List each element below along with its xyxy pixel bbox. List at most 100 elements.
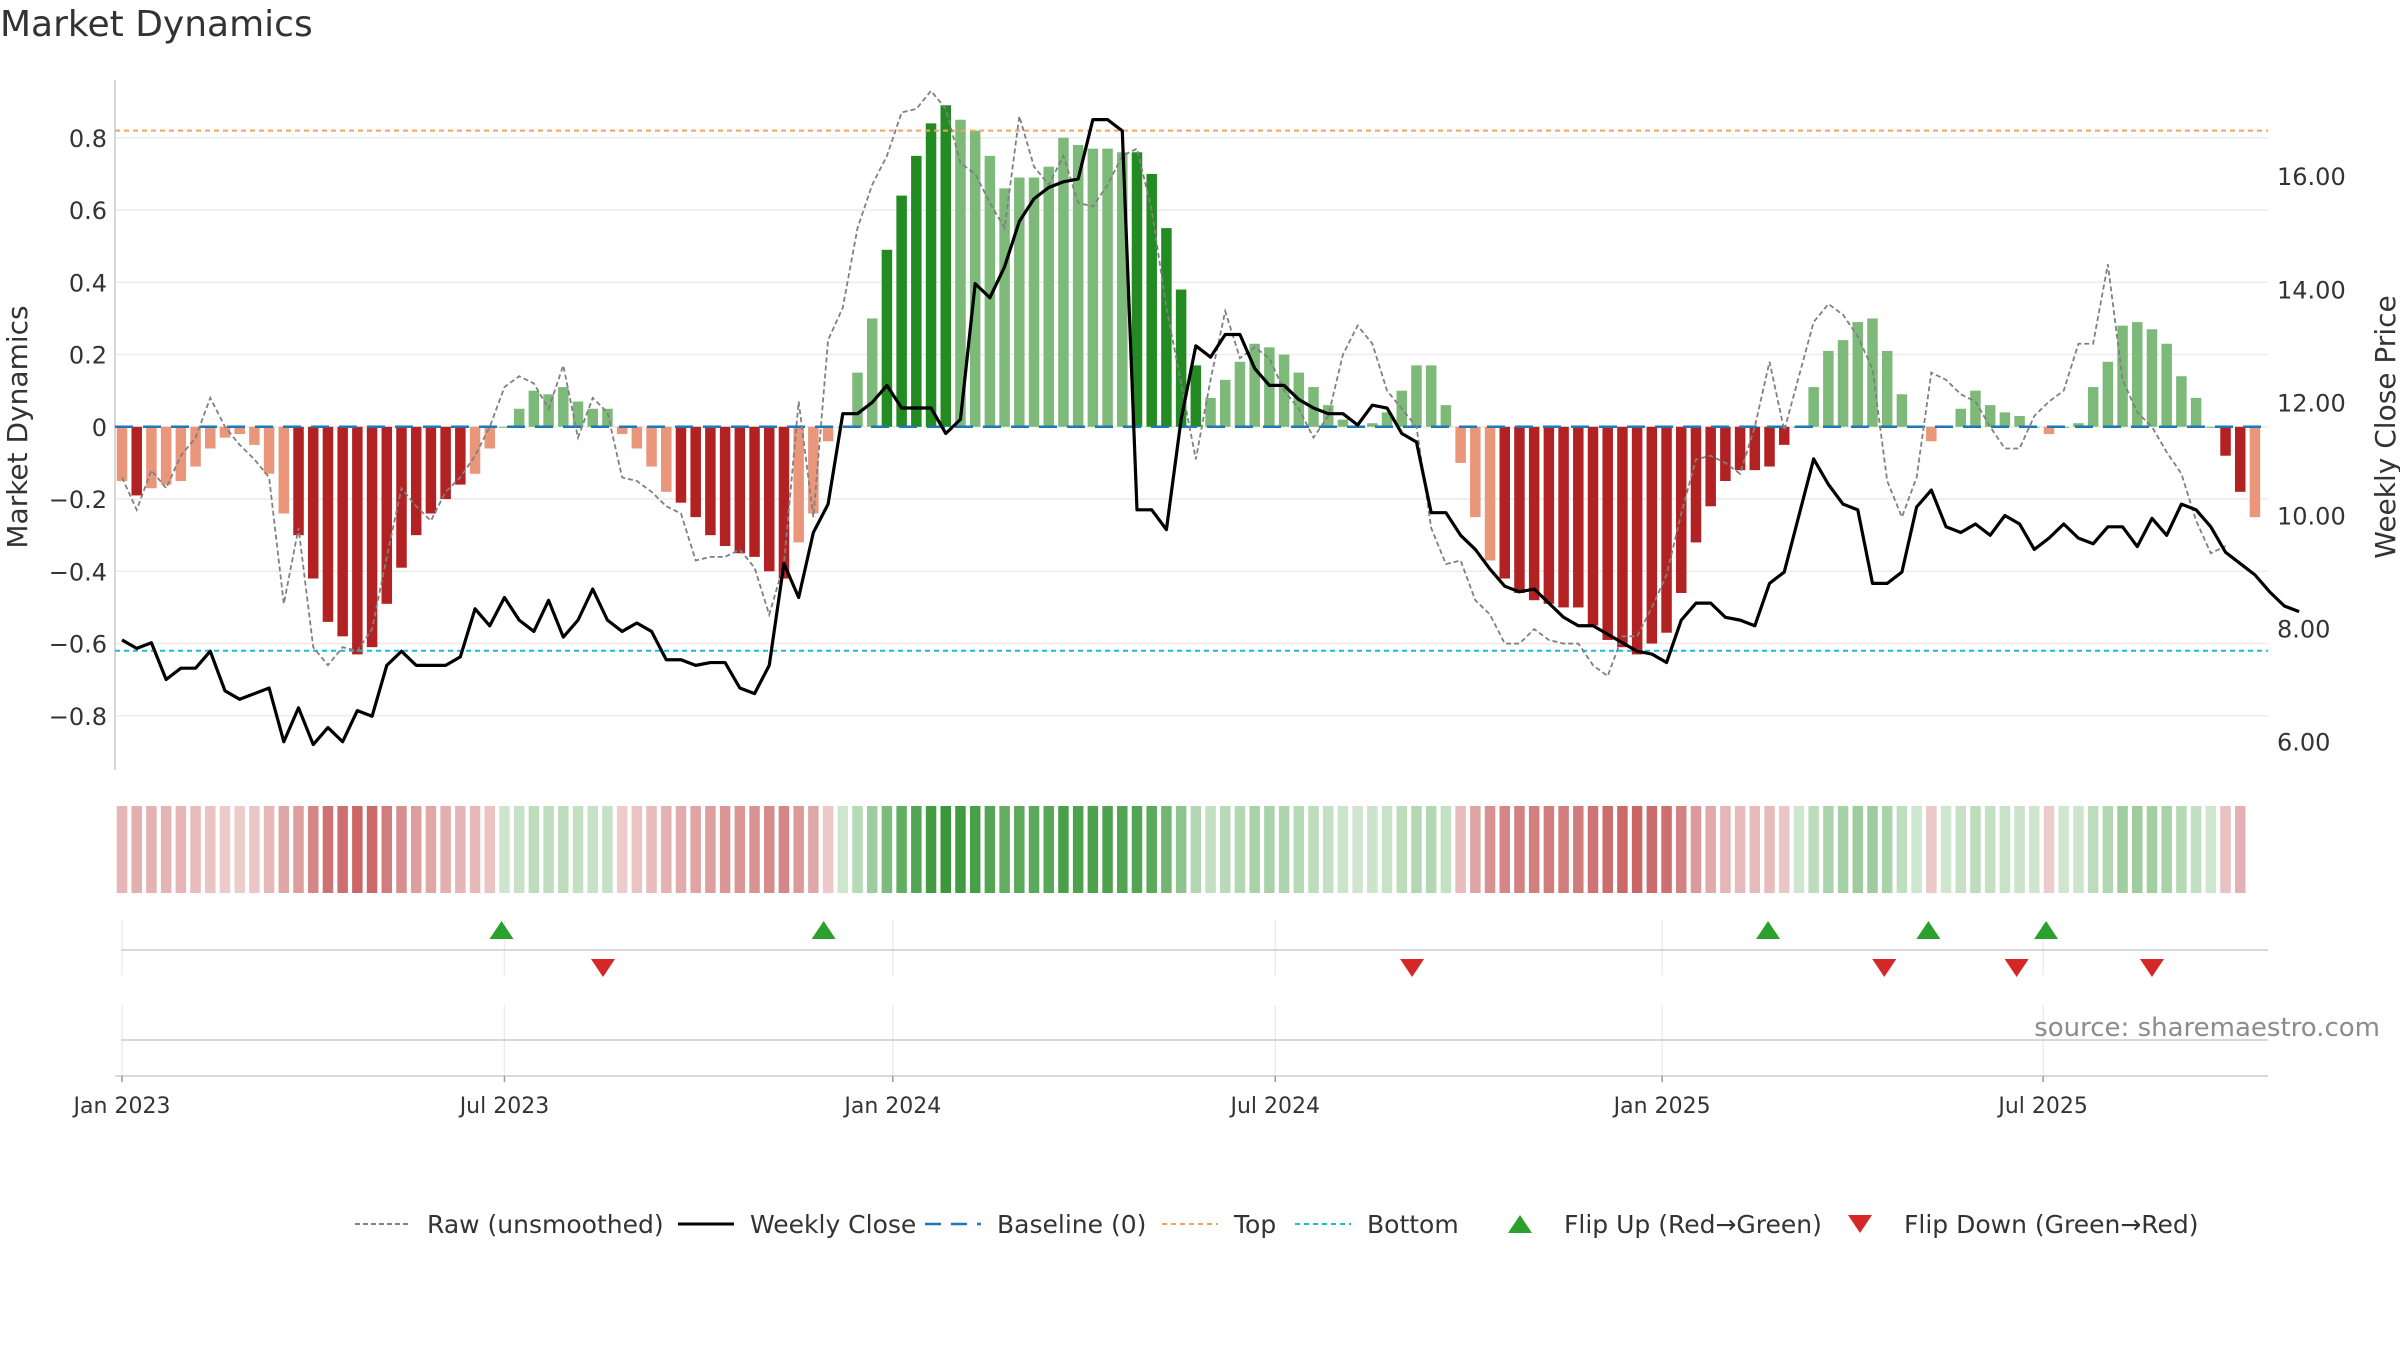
momentum-bar <box>1175 289 1187 427</box>
regime-band-cell <box>307 806 319 893</box>
regime-band-cell <box>1440 806 1452 893</box>
momentum-bar <box>1161 228 1172 427</box>
momentum-bar <box>1970 390 1981 427</box>
legend-label: Flip Down (Green→Red) <box>1904 1210 2199 1239</box>
momentum-bar <box>1440 405 1452 427</box>
regime-band-cell <box>1264 806 1275 893</box>
regime-band-cell <box>675 806 687 893</box>
regime-band-cell <box>1484 806 1496 893</box>
regime-band-cell <box>175 806 187 893</box>
momentum-bar <box>2146 329 2158 427</box>
regime-band-cell <box>2161 806 2172 893</box>
regime-band-cell <box>1146 806 1157 893</box>
momentum-bar <box>499 426 510 428</box>
y2-tick-label: 16.00 <box>2277 163 2346 191</box>
momentum-bar <box>1720 426 1731 481</box>
regime-band-cell <box>1955 806 1966 893</box>
momentum-bar <box>1205 397 1216 427</box>
regime-band-cell <box>513 806 525 893</box>
regime-band-cell <box>558 806 569 893</box>
momentum-bar <box>2132 322 2143 427</box>
regime-band-cell <box>1911 806 1922 893</box>
regime-band-cell <box>646 806 657 893</box>
momentum-bar <box>528 390 540 427</box>
regime-band-cell <box>2058 806 2069 893</box>
regime-band-cell <box>2087 806 2099 893</box>
regime-band-cell <box>705 806 716 893</box>
momentum-bar <box>396 426 407 568</box>
regime-band-cell <box>1896 806 1908 893</box>
momentum-bar <box>2102 361 2114 427</box>
momentum-bar <box>1661 426 1672 633</box>
momentum-bar <box>175 426 187 481</box>
regime-band-cell <box>263 806 275 893</box>
momentum-bar <box>1249 343 1260 427</box>
regime-band-cell <box>293 806 304 893</box>
x-tick-label: Jan 2025 <box>1612 1094 1711 1119</box>
regime-band-cell <box>984 806 996 893</box>
y-tick-label: 0.8 <box>69 125 107 153</box>
regime-band-cell <box>1940 806 1952 893</box>
momentum-bar <box>1896 394 1908 427</box>
regime-band-cell <box>1690 806 1702 893</box>
regime-band-cell <box>881 806 893 893</box>
flip-down-marker <box>591 959 616 977</box>
momentum-bar <box>749 426 760 557</box>
momentum-bar <box>719 426 731 547</box>
regime-band-cell <box>1058 806 1069 893</box>
y-tick-label: −0.2 <box>49 486 107 514</box>
momentum-bar <box>661 426 672 492</box>
momentum-bar <box>1043 166 1054 427</box>
legend-label: Bottom <box>1367 1210 1459 1239</box>
regime-band-cell <box>631 806 643 893</box>
momentum-bar <box>190 426 201 467</box>
regime-band-cell <box>1367 806 1378 893</box>
momentum-bar <box>984 155 996 427</box>
raw-unsmoothed-line <box>121 89 2226 678</box>
momentum-bar <box>1676 426 1687 593</box>
y2-tick-label: 10.00 <box>2277 502 2346 530</box>
regime-band-cell <box>793 806 804 893</box>
y-tick-label: −0.8 <box>49 703 107 731</box>
regime-band-cell <box>1308 806 1319 893</box>
regime-band-cell <box>1499 806 1510 893</box>
momentum-bar <box>1146 173 1157 427</box>
momentum-bar <box>866 318 878 427</box>
momentum-bar <box>690 426 701 518</box>
momentum-bar <box>2087 387 2099 427</box>
momentum-bar <box>999 188 1010 427</box>
momentum-bar <box>455 426 466 485</box>
regime-band-cell <box>219 806 231 893</box>
momentum-bar <box>793 426 804 543</box>
y2-axis-label: Weekly Close Price <box>2369 295 2400 558</box>
momentum-bar <box>1190 365 1202 427</box>
regime-band-cell <box>1867 806 1878 893</box>
momentum-bar <box>1587 426 1599 626</box>
y-tick-label: 0.4 <box>69 269 107 297</box>
regime-band-cell <box>1984 806 1996 893</box>
regime-band-cell <box>1720 806 1731 893</box>
y-tick-label: −0.4 <box>49 558 107 586</box>
regime-band-cell <box>602 806 613 893</box>
x-tick-label: Jul 2023 <box>458 1094 550 1119</box>
regime-band-cell <box>1676 806 1687 893</box>
regime-band-cell <box>822 806 834 893</box>
momentum-bar <box>1087 148 1099 427</box>
momentum-bar <box>587 408 598 427</box>
momentum-bar <box>2234 426 2246 492</box>
regime-band-cell <box>1749 806 1761 893</box>
momentum-bar <box>1470 426 1481 518</box>
legend-label: Baseline (0) <box>997 1210 1146 1239</box>
momentum-bar <box>278 426 290 514</box>
flip-up-marker <box>1756 921 1781 939</box>
momentum-bar <box>778 426 790 579</box>
regime-band-cell <box>1793 806 1805 893</box>
momentum-bar <box>881 249 893 427</box>
regime-band-cell <box>1411 806 1422 893</box>
regime-band-cell <box>440 806 451 893</box>
x-tick-label: Jul 2025 <box>1996 1094 2088 1119</box>
regime-band-cell <box>1646 806 1658 893</box>
momentum-bar <box>160 426 172 485</box>
momentum-bar <box>1955 408 1966 427</box>
regime-band-cell <box>837 806 849 893</box>
